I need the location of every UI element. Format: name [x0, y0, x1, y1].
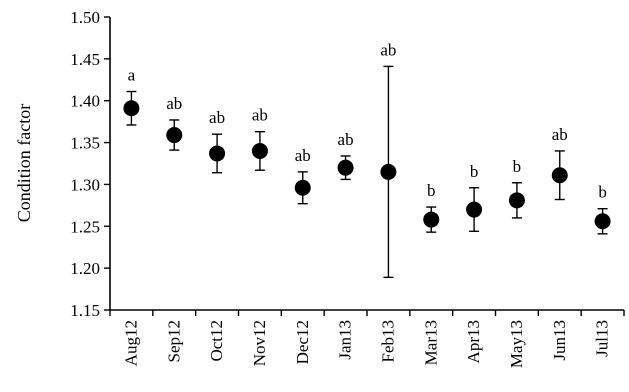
data-point: [251, 142, 268, 159]
significance-label: b: [513, 157, 522, 176]
y-tick-label: 1.35: [70, 134, 100, 153]
data-point: [166, 127, 183, 144]
significance-label: ab: [166, 94, 182, 113]
significance-labels: a ab ab ab ab ab ab b b b ab b: [128, 40, 607, 201]
significance-label: ab: [552, 125, 568, 144]
y-axis-ticks: 1.15 1.20 1.25 1.30 1.35 1.40 1.45 1.50: [70, 8, 110, 320]
x-tick-label: Apr13: [464, 320, 483, 363]
significance-label: ab: [252, 106, 268, 125]
y-tick-label: 1.40: [70, 92, 100, 111]
significance-label: b: [427, 181, 436, 200]
data-point: [551, 167, 568, 184]
data-point: [423, 211, 440, 228]
x-tick-label: Aug12: [121, 320, 140, 366]
x-tick-label: May13: [507, 320, 526, 368]
x-tick-label: Sep12: [164, 320, 183, 363]
significance-label: ab: [295, 146, 311, 165]
data-point: [209, 145, 226, 162]
x-tick-label: Jun13: [550, 320, 569, 361]
x-tick-label: Feb13: [378, 320, 397, 363]
significance-label: b: [470, 162, 479, 181]
plot-area: [109, 17, 624, 311]
x-tick-label: Jul13: [593, 320, 612, 357]
data-point: [123, 100, 140, 117]
y-tick-label: 1.25: [70, 217, 100, 236]
x-tick-label: Oct12: [207, 320, 226, 362]
significance-label: ab: [209, 108, 225, 127]
data-point: [294, 179, 311, 196]
y-axis-label: Condition factor: [14, 104, 34, 222]
significance-label: ab: [380, 40, 396, 59]
y-tick-label: 1.50: [70, 8, 100, 27]
x-tick-label: Jan13: [336, 320, 355, 360]
error-bars: [126, 65, 608, 279]
significance-label: b: [598, 183, 607, 202]
significance-label: ab: [338, 130, 354, 149]
data-point: [508, 192, 525, 209]
y-tick-label: 1.20: [70, 259, 100, 278]
x-tick-label: Nov12: [250, 320, 269, 366]
data-point: [594, 213, 611, 230]
data-points: [123, 100, 611, 230]
y-tick-label: 1.15: [70, 301, 100, 320]
y-tick-label: 1.30: [70, 175, 100, 194]
data-point: [337, 159, 354, 176]
x-tick-label: Mar13: [421, 320, 440, 365]
x-axis-ticks: Aug12 Sep12 Oct12 Nov12 Dec12 Jan13 Feb13 Mar13…: [109, 310, 625, 368]
y-tick-label: 1.45: [70, 50, 100, 69]
significance-label: a: [128, 66, 136, 85]
data-point: [380, 163, 397, 180]
x-tick-label: Dec12: [293, 320, 312, 364]
data-point: [466, 201, 483, 218]
